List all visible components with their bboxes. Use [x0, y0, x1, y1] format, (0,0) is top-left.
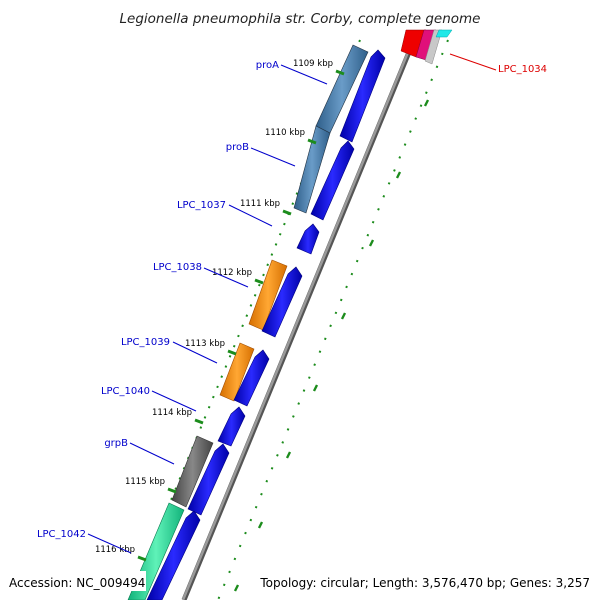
gene-label-leader-line — [129, 442, 175, 465]
scale-tick-mark — [254, 278, 264, 285]
scale-tick-label: 1112 kbp — [212, 268, 252, 278]
scale-tick-label: 1114 kbp — [152, 408, 192, 418]
scale-ticks: 1109 kbp 1110 kbp 1111 kbp 1112 kbp 1113 kbp… — [95, 59, 345, 562]
gene-label-LPC_1039[interactable]: LPC_1039 — [121, 337, 170, 348]
gene-label-LPC_1037[interactable]: LPC_1037 — [177, 200, 226, 211]
map-title: Legionella pneumophila str. Corby, compl… — [120, 11, 481, 27]
gene-labels: proA proB LPC_1037 LPC_1038 LPC_1039 LPC_1040… — [37, 53, 547, 554]
scale-tick-label: 1109 kbp — [293, 59, 333, 69]
gene-label-leader-line — [280, 64, 328, 85]
gene-label-LPC_1040[interactable]: LPC_1040 — [101, 386, 150, 397]
scale-tick-mark — [227, 349, 237, 356]
gc-skew-dashes — [233, 99, 430, 592]
gene-label-LPC_1042[interactable]: LPC_1042 — [37, 529, 86, 540]
scale-tick-label: 1115 kbp — [125, 477, 165, 487]
gene-arrow-grpB[interactable] — [187, 443, 230, 516]
scale-tick-mark — [307, 138, 317, 145]
scale-tick-label: 1110 kbp — [265, 128, 305, 138]
scale-tick-label: 1113 kbp — [185, 339, 225, 349]
scale-tick-mark — [167, 487, 177, 494]
footer-right-background — [258, 571, 594, 591]
scale-tick-mark — [335, 69, 345, 76]
gene-proB-block[interactable] — [293, 125, 331, 214]
scale-tick-mark — [282, 209, 292, 216]
top-right-genes — [400, 29, 453, 65]
gene-label-leader-line — [250, 147, 296, 167]
gene-label-leader-line — [172, 341, 218, 364]
scale-tick-label: 1111 kbp — [240, 199, 280, 209]
gene-label-proA[interactable]: proA — [256, 60, 279, 71]
forward-strand-genes — [146, 49, 386, 600]
gene-arrow-proB[interactable] — [310, 140, 355, 221]
gene-label-leader-line — [151, 390, 197, 412]
summary-text: Topology: circular; Length: 3,576,470 bp… — [259, 576, 590, 590]
gene-label-proB[interactable]: proB — [226, 142, 249, 153]
reverse-strand-genes — [127, 44, 369, 600]
scale-tick-mark — [194, 418, 204, 425]
gc-skew-line — [217, 39, 449, 600]
gene-grpB-block[interactable] — [171, 435, 214, 508]
scale-tick-label: 1116 kbp — [95, 545, 135, 555]
gene-label-leader-line — [449, 53, 497, 71]
gene-label-leader-line — [87, 533, 132, 554]
gene-arrow-LPC_1039[interactable] — [233, 349, 270, 407]
gene-LPC_1039-block[interactable] — [219, 342, 255, 402]
gene-label-leader-line — [203, 267, 249, 288]
gene-arrow-LPC_1042[interactable] — [146, 510, 201, 600]
gene-arrow-LPC_1040[interactable] — [217, 406, 246, 447]
gene-label-leader-line — [228, 204, 273, 227]
gene-label-LPC_1034[interactable]: LPC_1034 — [498, 64, 547, 75]
gene-label-LPC_1038[interactable]: LPC_1038 — [153, 262, 202, 273]
gene-label-grpB[interactable]: grpB — [104, 438, 128, 449]
footer-left-background — [4, 571, 146, 591]
scale-tick-mark — [137, 555, 147, 562]
accession-text: Accession: NC_009494 — [9, 576, 145, 590]
gene-cyan-block[interactable] — [435, 29, 453, 38]
gene-arrow-LPC_1038[interactable] — [261, 266, 303, 338]
backbone — [181, 39, 417, 600]
gene-arrow-LPC_1037[interactable] — [296, 223, 320, 255]
gene-arrow-proA[interactable] — [339, 49, 386, 143]
